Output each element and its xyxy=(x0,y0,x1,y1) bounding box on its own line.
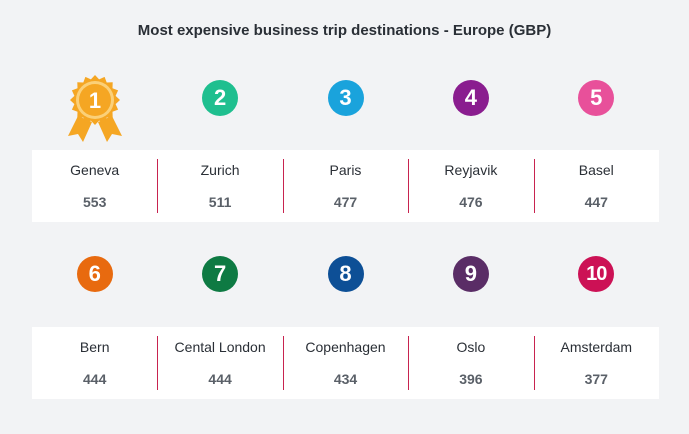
destination-name: Geneva xyxy=(70,162,120,178)
destination-name: Cental London xyxy=(174,339,266,355)
destination-name: Oslo xyxy=(456,339,486,355)
rank-badge-4: 4 xyxy=(452,80,489,116)
destination-cell: Bern 444 xyxy=(32,327,157,399)
destination-cost: 447 xyxy=(584,194,608,210)
destination-name: Basel xyxy=(578,162,614,178)
destination-cell: Amsterdam 377 xyxy=(534,327,659,399)
destination-cell: Copenhagen 434 xyxy=(283,327,408,399)
destination-cost: 377 xyxy=(584,371,608,387)
rank-card-row-2: Bern 444 Cental London 444 Copenhagen 434 Oslo… xyxy=(32,327,659,399)
destination-name: Paris xyxy=(329,162,362,178)
destination-name: Copenhagen xyxy=(305,339,386,355)
rank-badge-1: 1 xyxy=(89,88,101,113)
cell-divider xyxy=(282,336,284,390)
destination-cell: Paris 477 xyxy=(283,150,408,222)
destination-cell: Cental London 444 xyxy=(157,327,282,399)
cell-divider xyxy=(282,159,284,213)
rank-badge-6: 6 xyxy=(76,256,113,292)
rank-badge-2: 2 xyxy=(202,80,239,116)
cell-divider xyxy=(408,159,410,213)
rank-badge-10: 10 xyxy=(578,256,615,292)
destination-cost: 396 xyxy=(459,371,483,387)
gold-medal-icon: 1 xyxy=(68,75,122,142)
rank-card-row-1: Geneva 553 Zurich 511 Paris 477 Reyjavik 476 Bas… xyxy=(32,150,659,222)
rank-badge-8: 8 xyxy=(327,256,364,292)
destination-cell: Zurich 511 xyxy=(157,150,282,222)
destination-name: Zurich xyxy=(200,162,240,178)
destination-cost: 477 xyxy=(333,194,358,210)
rank-badge-7: 7 xyxy=(202,256,239,292)
cell-divider xyxy=(533,336,535,390)
cell-divider xyxy=(157,159,159,213)
cell-divider xyxy=(533,159,535,213)
destination-cost: 444 xyxy=(83,371,107,387)
rank-badge-9: 9 xyxy=(452,256,489,292)
destination-cost: 553 xyxy=(83,194,107,210)
destination-name: Amsterdam xyxy=(560,339,633,355)
destination-cost: 511 xyxy=(208,194,232,210)
rank-badge-5: 5 xyxy=(578,80,615,116)
chart-title: Most expensive business trip destination… xyxy=(137,22,552,39)
destination-cell: Reyjavik 476 xyxy=(408,150,533,222)
destination-cell: Oslo 396 xyxy=(408,327,533,399)
destination-cost: 476 xyxy=(459,194,483,210)
cell-divider xyxy=(408,336,410,390)
rank-badge-3: 3 xyxy=(327,80,364,116)
destination-name: Bern xyxy=(79,339,110,355)
destination-cell: Geneva 553 xyxy=(32,150,157,222)
destination-cost: 434 xyxy=(333,371,358,387)
cell-divider xyxy=(157,336,159,390)
destination-cell: Basel 447 xyxy=(534,150,659,222)
destination-name: Reyjavik xyxy=(444,162,498,178)
destination-cost: 444 xyxy=(208,371,232,387)
